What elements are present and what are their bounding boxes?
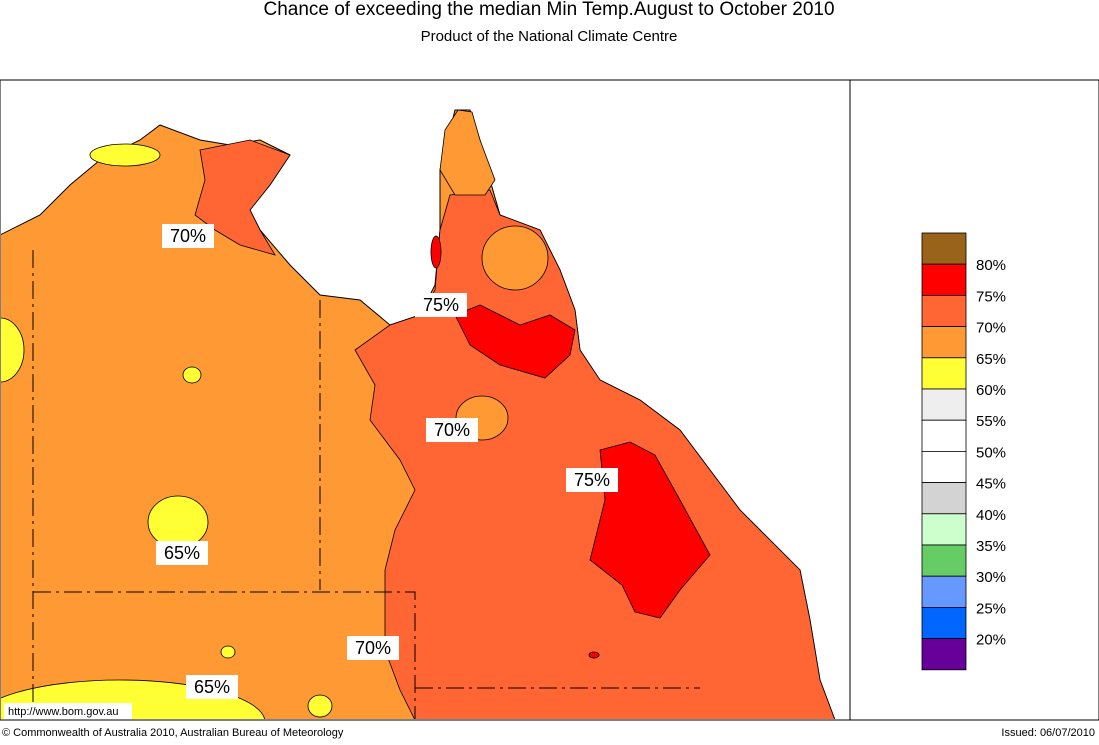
legend-label: 25%: [976, 600, 1006, 617]
map-label: 65%: [194, 677, 230, 697]
map-label: 75%: [423, 295, 459, 315]
legend-label: 45%: [976, 476, 1006, 493]
map-label: 70%: [355, 638, 391, 658]
legend-swatch: [921, 638, 967, 671]
label-box: [347, 636, 399, 660]
legend-swatch: [921, 575, 967, 608]
legend-label: 60%: [976, 382, 1006, 399]
map-label: 75%: [574, 470, 610, 490]
legend-swatch: [921, 482, 967, 515]
legend-swatch: [921, 607, 967, 640]
zone: [147, 495, 209, 549]
zone: [89, 143, 161, 167]
zone: [588, 651, 600, 659]
legend-swatch: [921, 419, 967, 452]
zone: [1, 317, 25, 383]
url: http://www.bom.gov.au: [8, 706, 118, 718]
map-label: 65%: [164, 543, 200, 563]
legend-label: 55%: [976, 413, 1006, 430]
zone: [439, 109, 496, 196]
legend-swatch: [921, 513, 967, 546]
legend-swatch: [921, 357, 967, 390]
label-box: [156, 541, 208, 565]
legend-swatch: [921, 263, 967, 296]
copyright: © Commonwealth of Australia 2010, Austra…: [2, 727, 344, 739]
legend-swatch: [921, 544, 967, 577]
legend-label: 80%: [976, 257, 1006, 274]
label-box: [415, 293, 467, 317]
label-box: [426, 418, 478, 442]
zone: [589, 441, 711, 619]
label-box: [162, 224, 214, 248]
url-box: [4, 703, 132, 719]
label-box: [566, 468, 618, 492]
legend-label: 40%: [976, 507, 1006, 524]
legend-swatch: [921, 294, 967, 327]
legend-label: 35%: [976, 538, 1006, 555]
legend-swatch: [921, 326, 967, 359]
legend-label: 20%: [976, 632, 1006, 649]
map: 70% 75% 70% 75% 65% 70% 65% http://www.b…: [0, 79, 851, 721]
issued: Issued: 06/07/2010: [1001, 727, 1095, 739]
map-label: 70%: [434, 420, 470, 440]
zone: [194, 139, 291, 256]
subtitle: Product of the National Climate Centre: [421, 28, 678, 45]
zone: [307, 694, 333, 718]
legend: 80% 75% 70% 65% 60% 55% 50% 45% 40% 35% 30% 25% 20%: [921, 232, 1006, 671]
map-label: 70%: [170, 226, 206, 246]
legend-swatch: [921, 450, 967, 483]
title: Chance of exceeding the median Min Temp.…: [263, 0, 834, 20]
legend-panel: [849, 79, 1099, 721]
zone: [481, 225, 549, 291]
legend-swatch: [921, 232, 967, 265]
legend-label: 50%: [976, 444, 1006, 461]
legend-label: 65%: [976, 351, 1006, 368]
label-box: [186, 675, 238, 699]
state-border: [32, 250, 700, 719]
map-labels: 70% 75% 70% 75% 65% 70% 65%: [156, 224, 618, 699]
legend-label: 30%: [976, 569, 1006, 586]
zone: [220, 645, 236, 659]
legend-label: 70%: [976, 320, 1006, 337]
legend-label: 75%: [976, 288, 1006, 305]
legend-swatch: [921, 388, 967, 421]
zone: [454, 304, 576, 379]
zone: [430, 235, 442, 269]
zone: [182, 366, 202, 384]
